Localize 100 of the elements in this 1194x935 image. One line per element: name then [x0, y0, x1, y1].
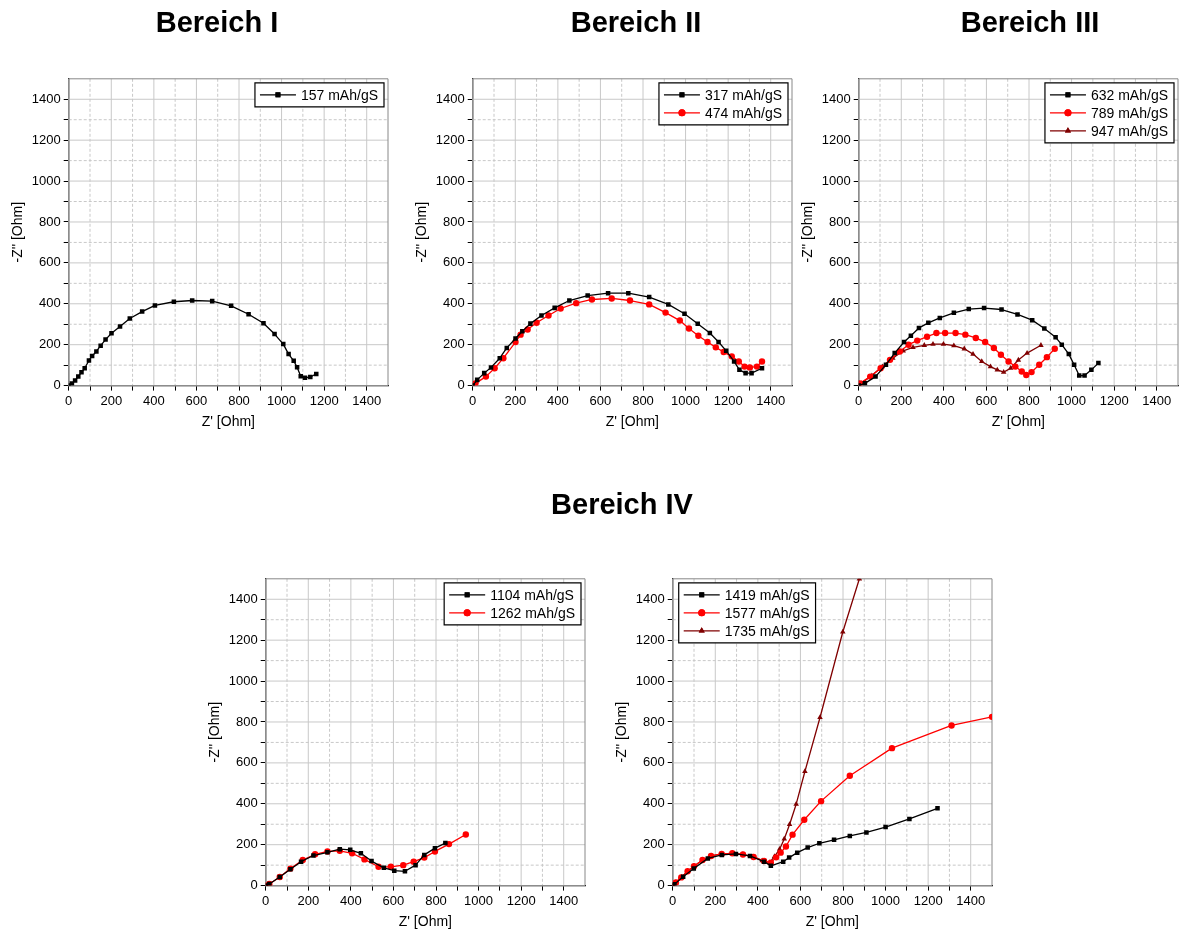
y-tick-label: 0	[457, 377, 465, 393]
x-tick-label: 200	[704, 892, 727, 908]
y-tick-label: 200	[236, 836, 258, 852]
x-axis-title: Z' [Ohm]	[991, 413, 1045, 430]
x-tick-label: 600	[589, 392, 612, 408]
legend-label: 632 mAh/gS	[1090, 86, 1169, 103]
chart-title: Bereich II	[570, 6, 702, 39]
y-tick-label: 0	[843, 377, 851, 393]
y-tick-label: 400	[643, 795, 665, 811]
y-tick-label: 1200	[635, 631, 665, 647]
x-tick-label: 1200	[913, 892, 943, 908]
x-tick-label: 1000	[671, 392, 701, 408]
x-tick-label: 400	[340, 892, 362, 908]
y-tick-label: 1400	[635, 590, 665, 606]
y-tick-label: 600	[643, 754, 665, 770]
x-tick-label: 800	[1018, 392, 1040, 408]
x-tick-label: 1000	[1057, 392, 1087, 408]
legend-label: 947 mAh/gS	[1090, 122, 1169, 139]
x-tick-label: 200	[100, 392, 123, 408]
x-tick-label: 1400	[756, 392, 786, 408]
y-tick-label: 400	[829, 295, 851, 311]
y-tick-label: 400	[39, 295, 61, 311]
x-tick-label: 0	[469, 392, 477, 408]
legend-label: 1735 mAh/gS	[724, 622, 810, 639]
y-tick-label: 800	[829, 213, 851, 229]
x-tick-label: 200	[890, 392, 913, 408]
x-tick-label: 800	[425, 892, 447, 908]
x-axis-title: Z' [Ohm]	[398, 913, 452, 930]
y-axis-title: -Z'' [Ohm]	[613, 701, 630, 763]
x-axis-title: Z' [Ohm]	[201, 413, 255, 430]
y-tick-label: 200	[829, 336, 851, 352]
y-tick-label: 0	[53, 377, 61, 393]
legend-label: 317 mAh/gS	[704, 86, 783, 103]
y-tick-label: 0	[250, 877, 258, 893]
y-axis-title: -Z'' [Ohm]	[799, 201, 816, 263]
y-tick-label: 800	[39, 213, 61, 229]
y-tick-label: 600	[443, 254, 465, 270]
y-tick-label: 1400	[435, 90, 465, 106]
x-tick-label: 400	[143, 392, 165, 408]
y-tick-label: 1200	[821, 131, 851, 147]
y-tick-label: 1200	[228, 631, 258, 647]
x-tick-label: 0	[65, 392, 73, 408]
legend-label: 1419 mAh/gS	[724, 586, 810, 603]
x-tick-label: 1200	[506, 892, 536, 908]
y-tick-label: 1200	[435, 131, 465, 147]
y-tick-label: 800	[236, 713, 258, 729]
y-tick-label: 800	[643, 713, 665, 729]
y-tick-label: 1400	[228, 590, 258, 606]
y-axis-title: -Z'' [Ohm]	[9, 201, 26, 263]
y-tick-label: 1000	[435, 172, 465, 188]
x-tick-label: 600	[185, 392, 208, 408]
x-tick-label: 400	[933, 392, 955, 408]
y-tick-label: 600	[39, 254, 61, 270]
x-tick-label: 600	[382, 892, 405, 908]
legend-label: 1577 mAh/gS	[724, 604, 810, 621]
x-tick-label: 1400	[1142, 392, 1172, 408]
legend-label: 1104 mAh/gS	[490, 586, 574, 603]
x-tick-label: 1000	[871, 892, 901, 908]
x-tick-label: 1200	[309, 392, 339, 408]
y-tick-label: 1000	[31, 172, 61, 188]
x-tick-label: 600	[975, 392, 998, 408]
y-tick-label: 400	[236, 795, 258, 811]
chart-title: Bereich I	[155, 6, 279, 39]
y-axis-title: -Z'' [Ohm]	[413, 201, 430, 263]
x-tick-label: 200	[297, 892, 320, 908]
y-tick-label: 1000	[635, 672, 665, 688]
x-tick-label: 1400	[549, 892, 579, 908]
y-tick-label: 600	[236, 754, 258, 770]
y-tick-label: 1000	[821, 172, 851, 188]
y-tick-label: 200	[443, 336, 465, 352]
y-tick-label: 600	[829, 254, 851, 270]
legend-label: 789 mAh/gS	[1090, 104, 1169, 121]
x-axis-title: Z' [Ohm]	[605, 413, 659, 430]
y-tick-label: 1200	[31, 131, 61, 147]
y-tick-label: 0	[657, 877, 665, 893]
y-tick-label: 1000	[228, 672, 258, 688]
x-tick-label: 1000	[267, 392, 297, 408]
legend-label: 157 mAh/gS	[300, 86, 379, 103]
chart-title: Bereich IV	[551, 488, 693, 521]
y-tick-label: 200	[39, 336, 61, 352]
legend-label: 1262 mAh/gS	[490, 604, 576, 621]
x-tick-label: 1000	[464, 892, 494, 908]
x-tick-label: 200	[504, 392, 527, 408]
x-tick-label: 400	[747, 892, 769, 908]
y-tick-label: 1400	[821, 90, 851, 106]
legend-label: 474 mAh/gS	[704, 104, 783, 121]
y-tick-label: 400	[443, 295, 465, 311]
chart-title: Bereich III	[960, 6, 1100, 39]
x-tick-label: 1200	[713, 392, 743, 408]
y-tick-label: 1400	[31, 90, 61, 106]
x-tick-label: 400	[547, 392, 569, 408]
x-tick-label: 0	[262, 892, 270, 908]
y-tick-label: 800	[443, 213, 465, 229]
y-axis-title: -Z'' [Ohm]	[206, 701, 223, 763]
x-tick-label: 0	[669, 892, 677, 908]
x-tick-label: 1400	[956, 892, 986, 908]
y-tick-label: 200	[643, 836, 665, 852]
x-tick-label: 600	[789, 892, 812, 908]
x-axis-title: Z' [Ohm]	[805, 913, 859, 930]
x-tick-label: 0	[855, 392, 863, 408]
